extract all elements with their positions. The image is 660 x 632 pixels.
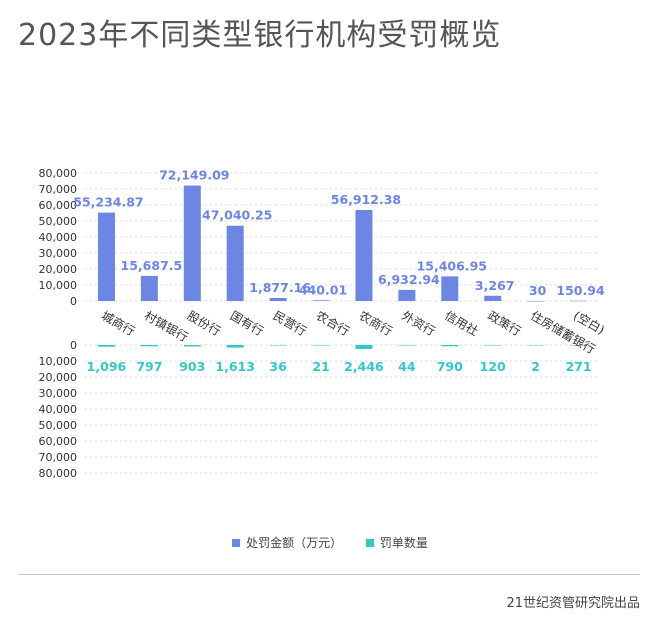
y-tick-label: 30,000 — [39, 387, 78, 400]
bottom-y-axis: 0 10,000 20,000 30,000 40,000 50,000 60,000 70,… — [39, 339, 78, 480]
count-bar — [269, 345, 287, 346]
count-data-label: 1,096 — [87, 359, 127, 374]
amount-bar — [570, 300, 588, 302]
legend-label-count: 罚单数量 — [379, 536, 428, 550]
amount-data-label: 15,406.95 — [417, 258, 487, 273]
top-grid — [85, 172, 600, 302]
count-data-label: 2,446 — [344, 359, 384, 374]
category-label: 农商行 — [356, 308, 395, 339]
count-bars — [97, 345, 588, 349]
amount-data-label: 56,912.38 — [331, 192, 401, 207]
count-bar — [97, 345, 115, 347]
count-data-label: 44 — [398, 359, 416, 374]
y-tick-label: 30,000 — [39, 247, 78, 260]
footer-divider — [18, 574, 640, 575]
count-data-label: 21 — [312, 359, 329, 374]
category-label: 农合行 — [314, 308, 353, 339]
amount-bar — [140, 275, 158, 301]
amount-data-label: 440.01 — [299, 282, 347, 297]
mirrored-bar-chart: 80,000 70,000 60,000 50,000 40,000 30,000 20,0… — [39, 167, 608, 480]
amount-data-label: 55,234.87 — [73, 195, 143, 210]
y-tick-label: 80,000 — [39, 167, 78, 180]
category-label: 股份行 — [185, 308, 223, 338]
count-data-label: 2 — [531, 359, 540, 374]
y-tick-label: 20,000 — [39, 263, 78, 276]
legend-item-count[interactable]: 罚单数量 — [365, 534, 428, 551]
amount-data-labels: 55,234.87 15,687.5 72,149.09 47,040.25 1,877… — [73, 168, 605, 298]
amount-data-label: 1,877.16 — [249, 280, 311, 295]
count-bar — [441, 345, 459, 347]
category-label: 国有行 — [228, 308, 266, 338]
category-label: 外资行 — [399, 308, 437, 338]
amount-data-label: 6,932.94 — [378, 272, 440, 287]
count-data-label: 120 — [480, 359, 506, 374]
amount-data-label: 47,040.25 — [202, 208, 272, 223]
amount-bar — [398, 289, 416, 301]
y-tick-label: 10,000 — [39, 355, 78, 368]
y-tick-label: 70,000 — [39, 183, 78, 196]
amount-bar — [527, 300, 545, 302]
top-y-axis: 80,000 70,000 60,000 50,000 40,000 30,000 20,0… — [39, 167, 78, 308]
count-bar — [570, 345, 588, 346]
y-tick-label: 0 — [70, 339, 77, 352]
bottom-grid — [85, 344, 600, 474]
y-tick-label: 60,000 — [39, 199, 78, 212]
amount-bar — [484, 295, 502, 301]
count-bar — [183, 345, 201, 347]
amount-data-label: 150.94 — [556, 283, 605, 298]
y-tick-label: 40,000 — [39, 403, 78, 416]
amount-bar — [312, 300, 330, 301]
y-tick-label: 80,000 — [39, 467, 78, 480]
category-label: 政策行 — [485, 308, 523, 338]
chart-title: 2023年不同类型银行机构受罚概览 — [18, 18, 502, 53]
category-label: 村镇银行 — [142, 308, 191, 344]
y-tick-label: 10,000 — [39, 279, 78, 292]
category-label: 信用社 — [442, 308, 481, 339]
amount-bar — [269, 297, 287, 301]
amount-data-label: 72,149.09 — [159, 168, 229, 183]
y-tick-label: 60,000 — [39, 435, 78, 448]
category-label: 城商行 — [99, 308, 138, 339]
count-data-label: 797 — [136, 359, 162, 374]
y-tick-label: 40,000 — [39, 231, 78, 244]
count-bar — [527, 345, 545, 346]
amount-bar — [355, 209, 373, 301]
count-bar — [140, 345, 158, 347]
count-data-label: 903 — [179, 359, 205, 374]
amount-data-label: 15,687.5 — [121, 258, 183, 273]
y-tick-label: 0 — [70, 295, 77, 308]
y-tick-label: 70,000 — [39, 451, 78, 464]
amount-data-label: 30 — [529, 283, 547, 298]
count-data-labels: 1,096 797 903 1,613 36 21 2,446 44 790 120 2 271 — [87, 359, 592, 374]
amount-bar — [441, 276, 459, 301]
y-tick-label: 50,000 — [39, 419, 78, 432]
amount-data-label: 3,267 — [475, 278, 515, 293]
legend: 处罚金额（万元） 罚单数量 — [0, 534, 660, 551]
legend-swatch-count — [365, 538, 374, 547]
legend-item-amount[interactable]: 处罚金额（万元） — [232, 534, 342, 551]
amount-bars — [97, 185, 588, 302]
count-bar — [355, 345, 373, 349]
y-tick-label: 50,000 — [39, 215, 78, 228]
legend-label-amount: 处罚金额（万元） — [246, 536, 343, 550]
count-data-label: 790 — [437, 359, 463, 374]
amount-bar — [97, 212, 115, 301]
count-bar — [312, 345, 330, 346]
count-data-label: 271 — [565, 359, 591, 374]
count-data-label: 36 — [269, 359, 287, 374]
count-bar — [226, 345, 244, 348]
count-bar — [398, 345, 416, 346]
legend-swatch-amount — [232, 538, 241, 547]
category-label: 民营行 — [271, 308, 309, 338]
count-bar — [484, 345, 502, 346]
source-credit: 21世纪资管研究院出品 — [506, 596, 640, 611]
amount-bar — [183, 185, 201, 301]
y-tick-label: 20,000 — [39, 371, 78, 384]
count-data-label: 1,613 — [215, 359, 255, 374]
amount-bar — [226, 225, 244, 301]
